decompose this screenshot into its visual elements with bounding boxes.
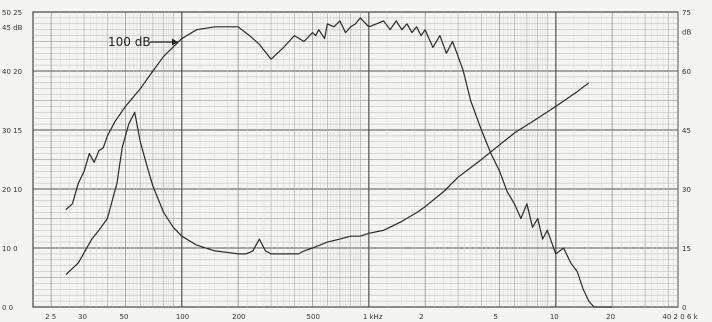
annotation-label: 100 dB — [108, 35, 151, 49]
right-tick-label: dB — [682, 29, 691, 37]
right-tick-label: 60 — [682, 68, 691, 76]
x-tick-label: 2 5 — [45, 313, 56, 321]
x-tick-label: 2 — [419, 313, 423, 321]
x-tick-label: 200 — [232, 313, 245, 321]
left-tick-label: 50 25 — [2, 9, 22, 17]
series-line-1 — [65, 17, 613, 308]
x-tick-label: 5 — [494, 313, 498, 321]
left-tick-label: 45 dB — [2, 24, 23, 32]
right-tick-label: 75 — [682, 9, 691, 17]
x-tick-label: 50 — [120, 313, 129, 321]
x-tick-label: 20 — [606, 313, 615, 321]
grid-layer — [32, 11, 679, 308]
left-tick-label: 10 0 — [2, 245, 18, 253]
x-tick-label: 100 — [176, 313, 189, 321]
annotation-arrow-head — [172, 38, 178, 46]
left-tick-label: 30 15 — [2, 127, 22, 135]
right-tick-label: 15 — [682, 245, 691, 253]
x-tick-label: 1 kHz — [363, 313, 383, 321]
x-tick-label: 500 — [307, 313, 320, 321]
left-tick-label: 0 0 — [2, 304, 13, 312]
series-line-2 — [65, 82, 590, 276]
right-tick-label: 0 — [682, 304, 686, 312]
series-layer — [65, 17, 613, 308]
x-tick-label: 10 — [550, 313, 559, 321]
right-tick-label: 45 — [682, 127, 691, 135]
left-tick-label: 20 10 — [2, 186, 22, 194]
right-tick-label: 30 — [682, 186, 691, 194]
left-tick-label: 40 20 — [2, 68, 22, 76]
x-tick-label: 40 2 0 6 k — [662, 313, 698, 321]
annotation-layer: 100 dB — [108, 35, 178, 49]
x-tick-label: 30 — [78, 313, 87, 321]
